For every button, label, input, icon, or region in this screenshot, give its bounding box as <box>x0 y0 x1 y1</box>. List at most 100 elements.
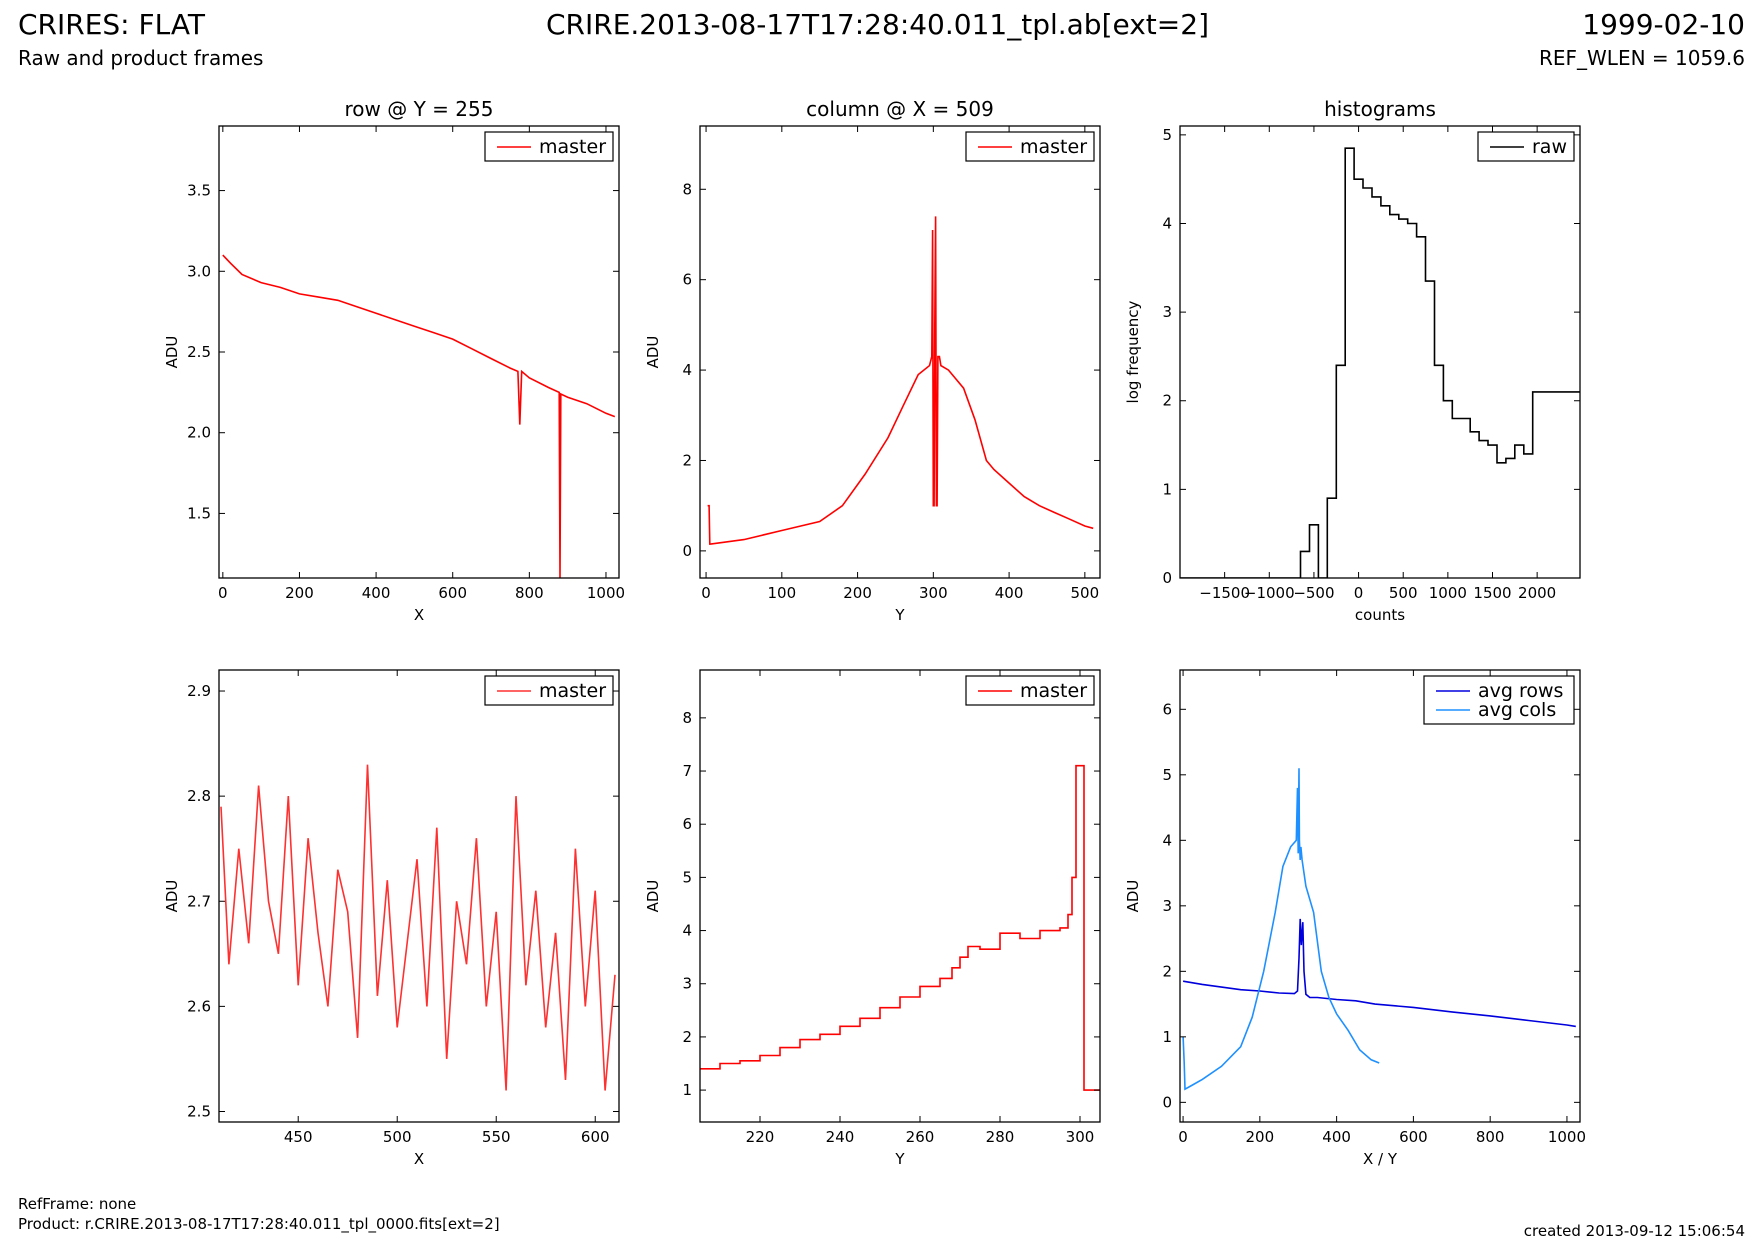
y-axis-label: ADU <box>644 880 662 913</box>
chart-col-full: 0 100 200 300 400 500 0 2 4 6 8 column @ X = 509 Y AD… <box>644 97 1101 624</box>
x-tick-label: 260 <box>906 1128 935 1146</box>
report-subtitle: Raw and product frames <box>18 46 264 70</box>
legend-label: raw <box>1532 136 1567 158</box>
y-tick-label: 2.6 <box>187 997 211 1015</box>
y-tick-label: 2 <box>682 1028 692 1046</box>
legend: master <box>484 675 614 706</box>
y-tick-label: 3.5 <box>187 182 211 200</box>
y-tick-label: 4 <box>682 922 692 940</box>
file-name: CRIRE.2013-08-17T17:28:40.011_tpl.ab[ext… <box>545 8 1209 41</box>
y-tick-label: 6 <box>682 815 692 833</box>
series-line-master <box>220 764 616 1091</box>
x-tick-label: 0 <box>218 584 228 602</box>
x-tick-label: 400 <box>1322 1128 1351 1146</box>
x-axis-label: X <box>414 1150 424 1168</box>
x-tick-label: 500 <box>383 1128 412 1146</box>
plot-frame <box>1179 669 1581 1123</box>
created-timestamp: created 2013-09-12 15:06:54 <box>1523 1222 1745 1240</box>
y-tick-label: 7 <box>682 762 692 780</box>
x-tick-label: 500 <box>1389 584 1418 602</box>
x-tick-label: 600 <box>1399 1128 1428 1146</box>
x-tick-label: 1500 <box>1473 584 1511 602</box>
report-title: CRIRES: FLAT <box>18 8 205 41</box>
x-tick-label: −1500 <box>1199 584 1250 602</box>
series-line-avg-rows <box>1182 918 1576 1028</box>
y-tick-label: 4 <box>1162 831 1172 849</box>
y-axis-label: ADU <box>644 336 662 369</box>
x-tick-label: 2000 <box>1518 584 1556 602</box>
x-tick-label: 220 <box>746 1128 775 1146</box>
y-tick-label: 8 <box>682 180 692 198</box>
x-tick-label: 450 <box>284 1128 313 1146</box>
series-line-master <box>700 764 1100 1091</box>
x-tick-label: 200 <box>843 584 872 602</box>
y-tick-label: 2 <box>1162 962 1172 980</box>
y-tick-label: 6 <box>1162 700 1172 718</box>
y-tick-label: 8 <box>682 709 692 727</box>
x-tick-label: 0 <box>701 584 711 602</box>
legend-label: avg cols <box>1478 699 1556 721</box>
y-tick-label: 3 <box>1162 303 1172 321</box>
x-tick-label: 400 <box>362 584 391 602</box>
y-tick-label: 2.8 <box>187 787 211 805</box>
x-tick-label: 200 <box>285 584 314 602</box>
x-tick-label: 280 <box>986 1128 1015 1146</box>
y-tick-label: 2 <box>1162 392 1172 410</box>
legend: master <box>965 675 1095 706</box>
y-tick-label: 0 <box>682 542 692 560</box>
x-axis-label: Y <box>894 1150 905 1168</box>
chart-col-zoom: 220 240 260 280 300 1 2 3 4 5 6 7 8 Y ADU master <box>644 669 1101 1168</box>
chart-row-zoom: 450 500 550 600 2.5 2.6 2.7 2.8 2.9 X ADU master <box>163 669 620 1168</box>
x-tick-label: 800 <box>515 584 544 602</box>
legend-box <box>965 675 1095 706</box>
series-line-raw <box>1180 147 1580 578</box>
x-tick-label: 600 <box>438 584 467 602</box>
y-tick-label: 2.5 <box>187 1102 211 1120</box>
y-tick-label: 2.7 <box>187 892 211 910</box>
ref-frame-note: RefFrame: none <box>18 1195 137 1213</box>
y-tick-label: 1.5 <box>187 504 211 522</box>
y-tick-label: 2.0 <box>187 424 211 442</box>
chart-title: row @ Y = 255 <box>345 97 494 121</box>
x-tick-label: 550 <box>482 1128 511 1146</box>
y-tick-label: 2.5 <box>187 343 211 361</box>
x-tick-label: −1000 <box>1244 584 1295 602</box>
x-tick-label: 100 <box>767 584 796 602</box>
x-tick-label: 500 <box>1071 584 1100 602</box>
x-tick-label: 240 <box>826 1128 855 1146</box>
chart-hist: −1500−1000−500 0 500 1000 1500 2000 0 1 2 3 4 5 hist… <box>1124 97 1581 624</box>
y-tick-label: 1 <box>1162 1028 1172 1046</box>
plot-frame <box>699 669 1101 1123</box>
x-tick-label: 400 <box>995 584 1024 602</box>
x-tick-label: 300 <box>919 584 948 602</box>
x-tick-label: 1000 <box>587 584 625 602</box>
product-note: Product: r.CRIRE.2013-08-17T17:28:40.011… <box>18 1215 500 1233</box>
x-axis-label: X <box>414 606 424 624</box>
y-tick-label: 6 <box>682 271 692 289</box>
legend-label: master <box>539 680 606 702</box>
y-tick-label: 2 <box>682 451 692 469</box>
y-tick-label: 3 <box>682 975 692 993</box>
legend: raw <box>1477 131 1575 162</box>
x-axis-label: counts <box>1355 606 1405 624</box>
y-tick-label: 1 <box>1162 480 1172 498</box>
legend: master <box>484 131 614 162</box>
y-axis-label: ADU <box>1124 880 1142 913</box>
y-tick-label: 5 <box>1162 766 1172 784</box>
legend-label: master <box>1020 136 1087 158</box>
y-tick-label: 3.0 <box>187 262 211 280</box>
x-tick-label: 800 <box>1476 1128 1505 1146</box>
x-tick-label: 0 <box>1178 1128 1188 1146</box>
ref-wavelength: REF_WLEN = 1059.6 <box>1538 46 1745 70</box>
x-tick-label: 600 <box>581 1128 610 1146</box>
y-tick-label: 0 <box>1162 1093 1172 1111</box>
y-axis-label: ADU <box>163 336 181 369</box>
x-axis-label: Y <box>894 606 905 624</box>
y-tick-label: 4 <box>1162 214 1172 232</box>
plot-frame <box>699 125 1101 579</box>
series-line-avg-cols <box>1182 768 1380 1091</box>
x-tick-label: 300 <box>1066 1128 1095 1146</box>
x-tick-label: 0 <box>1354 584 1364 602</box>
